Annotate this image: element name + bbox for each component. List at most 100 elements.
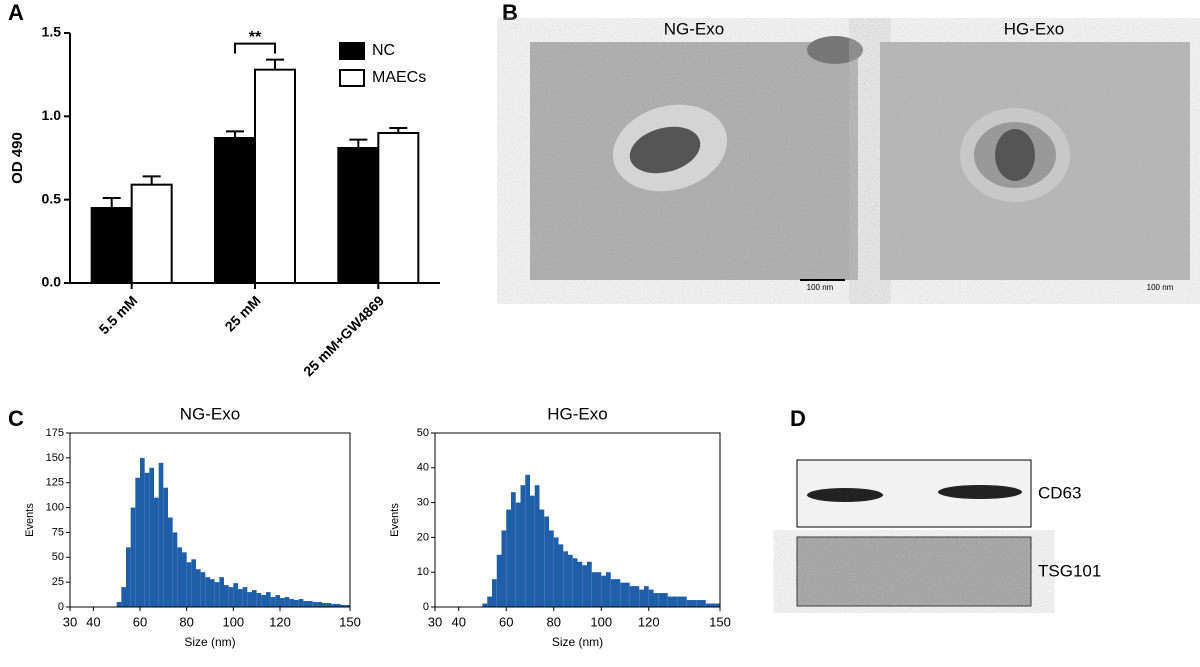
y-tick-label: 40	[417, 462, 429, 474]
chart-title: HG-Exo	[547, 404, 607, 423]
histogram-bar	[312, 602, 318, 607]
histogram-bar	[144, 472, 150, 607]
histogram-bar	[317, 602, 322, 607]
histogram-bar	[233, 583, 238, 607]
histogram-bar	[200, 572, 206, 607]
legend-swatch	[339, 69, 365, 87]
error-bar	[142, 175, 161, 185]
histogram-bar	[705, 603, 711, 607]
x-tick-label: 100	[222, 614, 244, 629]
x-tick-label: 150	[339, 614, 361, 629]
histogram-bar	[615, 579, 621, 607]
histogram-bar	[289, 599, 294, 607]
histogram-bar	[525, 474, 530, 607]
error-bar	[266, 58, 284, 70]
histogram-bar	[558, 544, 564, 607]
histogram-bar	[587, 561, 592, 607]
tem-image	[530, 36, 863, 281]
tem-image	[880, 42, 1190, 280]
histogram-bar	[482, 603, 488, 607]
histogram-bar	[506, 509, 511, 607]
histogram-bar	[625, 582, 630, 607]
histogram-bar	[294, 600, 299, 607]
histogram-bar	[322, 603, 327, 607]
histogram-bar	[710, 603, 716, 607]
histogram-bar	[172, 532, 178, 607]
y-tick-label: 150	[46, 452, 64, 464]
histogram-bar	[701, 600, 706, 607]
x-tick-label: 120	[638, 614, 660, 629]
histogram-bar	[501, 530, 507, 607]
histogram-bar	[214, 582, 220, 607]
histogram-bar	[116, 602, 122, 607]
y-tick-label: 100	[46, 501, 64, 513]
histogram-bar	[168, 517, 173, 607]
x-tick-label: 60	[133, 614, 147, 629]
x-tick-label: 150	[709, 614, 731, 629]
histogram-bar	[326, 603, 332, 607]
histogram-bar	[280, 598, 285, 607]
scale-label: 100 nm	[807, 283, 834, 292]
histogram-bar	[121, 587, 126, 607]
y-tick-label: 0.5	[42, 190, 62, 206]
histogram-bar	[126, 547, 131, 607]
panel-label: C	[8, 406, 24, 431]
histogram-bar	[331, 604, 336, 607]
histogram-bar	[261, 595, 266, 607]
histogram-bar	[182, 552, 187, 607]
bar	[254, 68, 296, 284]
annotation: **	[249, 29, 262, 46]
y-axis-label: OD 490	[9, 132, 26, 184]
histogram-bar	[686, 600, 692, 607]
plot-frame	[434, 432, 721, 608]
histogram-bar	[219, 577, 224, 607]
histogram-bar	[256, 593, 262, 607]
bar	[337, 147, 380, 284]
x-tick-label: 40	[86, 614, 100, 629]
bar	[377, 132, 420, 284]
histogram-bar	[682, 596, 687, 607]
legend-label: NC	[372, 42, 395, 59]
x-tick-label: 40	[452, 614, 466, 629]
histogram-bar	[228, 587, 234, 607]
bar	[214, 137, 256, 284]
image-title: HG-Exo	[1004, 19, 1064, 38]
histogram-bar	[520, 485, 526, 607]
histogram-bar	[591, 572, 597, 607]
y-tick-label: 0	[423, 601, 429, 613]
histogram-bar	[275, 595, 280, 607]
x-axis-label: Size (nm)	[184, 635, 235, 649]
histogram-bar	[568, 554, 573, 607]
y-tick-label: 20	[417, 531, 429, 543]
histogram-bar	[610, 579, 616, 607]
band-label: CD63	[1038, 483, 1081, 502]
histogram-bar	[658, 593, 663, 607]
histogram-bar	[210, 579, 215, 607]
x-tick-label: 80	[547, 614, 561, 629]
histogram-bar	[238, 589, 243, 607]
histogram-bar	[644, 586, 649, 607]
histogram-bar	[620, 582, 625, 607]
histogram-bar	[266, 592, 271, 607]
histogram-bar	[163, 487, 168, 607]
histogram-bar	[130, 507, 136, 607]
histogram-bar	[158, 462, 164, 607]
bar	[90, 207, 133, 284]
histogram-bar	[154, 497, 159, 607]
legend-label: MAECs	[372, 69, 426, 86]
histogram-bar	[511, 492, 516, 607]
panel-label: D	[790, 406, 806, 431]
histogram-bar	[667, 596, 673, 607]
histogram-bar	[496, 554, 502, 607]
histogram-bar	[252, 590, 257, 607]
histogram-bar	[140, 457, 145, 607]
histogram-bar	[563, 551, 568, 607]
histogram-bar	[177, 547, 182, 607]
histogram-bar	[653, 593, 659, 607]
histogram-bar	[298, 599, 304, 607]
y-tick-label: 50	[52, 551, 64, 563]
panel-label: B	[502, 0, 518, 25]
histogram-bar	[672, 596, 678, 607]
histogram-bar	[205, 577, 210, 607]
